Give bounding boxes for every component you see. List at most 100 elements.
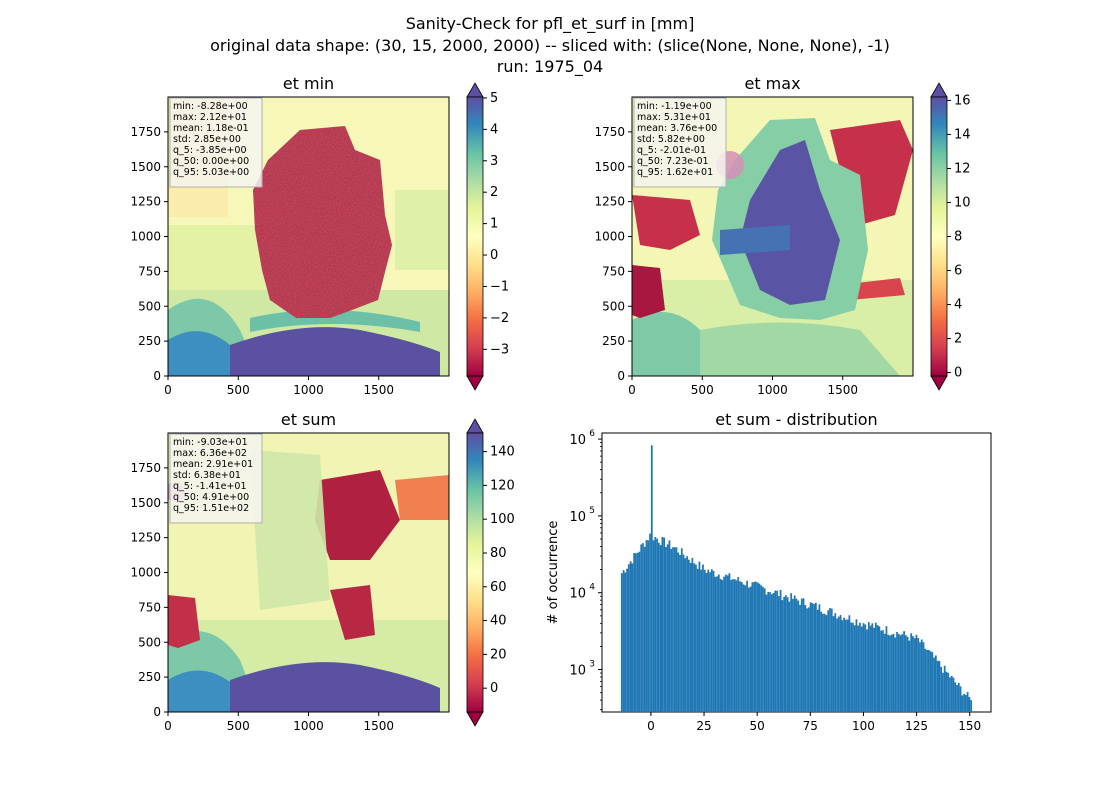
histogram-bar: [864, 624, 867, 712]
histogram-bar: [716, 576, 718, 712]
histogram-bar: [777, 596, 780, 712]
histogram-bar: [636, 552, 639, 712]
histogram-bar: [823, 613, 826, 712]
histogram-bar: [919, 642, 921, 712]
histogram-bar: [954, 682, 957, 712]
histogram-bar: [753, 581, 756, 712]
histogram-bar: [887, 634, 890, 712]
histogram-bar: [866, 629, 868, 712]
histogram-bar: [876, 625, 879, 712]
histogram-bar: [802, 598, 805, 712]
histogram-bar: [859, 622, 861, 712]
histogram-bar: [959, 686, 962, 712]
histogram-bar: [705, 572, 708, 712]
histogram-bar: [659, 545, 662, 712]
stats-line: min: -1.19e+00: [637, 101, 712, 112]
histogram-bar: [747, 587, 750, 712]
histogram-bar: [723, 576, 726, 712]
histogram-bar: [799, 604, 801, 712]
histogram-bar: [739, 581, 741, 712]
histogram-bar: [677, 552, 680, 712]
y-tick-label: 1500: [130, 496, 161, 510]
y-tick-exponent: 3: [589, 660, 595, 670]
histogram-bar: [834, 613, 837, 712]
colorbar-tick-label: 4: [954, 298, 962, 313]
y-tick-label: 1750: [594, 125, 625, 139]
histogram-bar: [841, 620, 844, 712]
histogram-bar: [804, 605, 807, 712]
y-tick-label: 250: [138, 670, 161, 684]
histogram-bar: [638, 551, 641, 712]
histogram-bar: [874, 622, 877, 712]
histogram-bar: [622, 570, 625, 712]
histogram-bar: [770, 594, 773, 712]
colorbar-tick-label: 100: [490, 512, 515, 527]
histogram-bar: [730, 579, 733, 712]
y-tick-label: 250: [138, 334, 161, 348]
colorbar-tick-label: 0: [490, 681, 498, 696]
histogram-bar: [620, 573, 623, 712]
histogram-bar: [800, 598, 803, 712]
histogram-bar: [649, 533, 651, 712]
histogram-bar: [852, 622, 854, 712]
stats-line: max: 6.36e+02: [173, 448, 247, 459]
histogram-bar: [633, 552, 636, 712]
histogram-bar: [862, 623, 865, 712]
histogram-bar: [897, 634, 900, 712]
histogram-bar: [961, 695, 964, 712]
histogram-bar: [627, 564, 630, 712]
histogram-bar: [910, 633, 913, 712]
x-tick-label: 75: [803, 719, 818, 733]
histogram-bar: [684, 558, 687, 712]
histogram-bar: [790, 593, 793, 712]
x-tick-label: 500: [691, 383, 714, 397]
histogram-bar: [848, 615, 851, 712]
y-tick-exponent: 4: [589, 583, 595, 593]
histogram-bar: [783, 596, 786, 712]
histogram-bar: [880, 630, 883, 712]
histogram-bar: [742, 584, 745, 712]
histogram-bar: [867, 622, 870, 712]
histogram-bar: [822, 613, 824, 712]
histogram-bar: [853, 625, 856, 712]
x-tick-label: 0: [164, 383, 172, 397]
stats-line: mean: 1.18e-01: [173, 123, 249, 134]
histogram-bar: [698, 561, 701, 712]
y-tick-label: 10: [569, 433, 586, 448]
colorbar-tick-label: 80: [490, 546, 507, 561]
y-tick-label: 1750: [130, 125, 161, 139]
histogram-bar: [719, 578, 722, 712]
histogram-bar: [957, 682, 960, 712]
histogram-bar: [721, 580, 724, 712]
colorbar-tick-label: 10: [954, 195, 971, 210]
histogram-bar: [682, 554, 685, 712]
histogram-bar: [728, 573, 731, 712]
panel-title-et-min: et min: [283, 74, 334, 93]
histogram-bar: [680, 548, 683, 712]
histogram-bar: [786, 597, 789, 712]
panel-title-et-sum: et sum: [281, 410, 336, 429]
panel-title-et-max: et max: [744, 74, 800, 93]
y-tick-exponent: 6: [589, 429, 595, 439]
colorbar-tick-label: 12: [954, 161, 971, 176]
histogram-bar: [906, 636, 909, 712]
stats-line: q_95: 1.62e+01: [637, 167, 713, 178]
histogram-bar: [672, 547, 674, 712]
histogram-bar: [717, 574, 720, 712]
stats-line: max: 5.31e+01: [637, 112, 711, 123]
histogram-bar: [779, 589, 782, 712]
histogram-bar: [904, 635, 907, 712]
histogram-bar: [924, 648, 927, 712]
histogram-bar: [700, 569, 703, 712]
histogram-bar: [869, 625, 872, 712]
y-tick-label: 750: [138, 264, 161, 278]
colorbar-tick-label: 0: [954, 366, 962, 381]
histogram-bar: [963, 693, 965, 712]
histogram-bar: [843, 617, 845, 712]
y-tick-label: 10: [569, 664, 586, 679]
histogram-bar: [839, 615, 842, 712]
histogram-bar: [917, 638, 920, 712]
colorbar-et-sum: [466, 432, 484, 713]
histogram-bar: [756, 582, 759, 712]
